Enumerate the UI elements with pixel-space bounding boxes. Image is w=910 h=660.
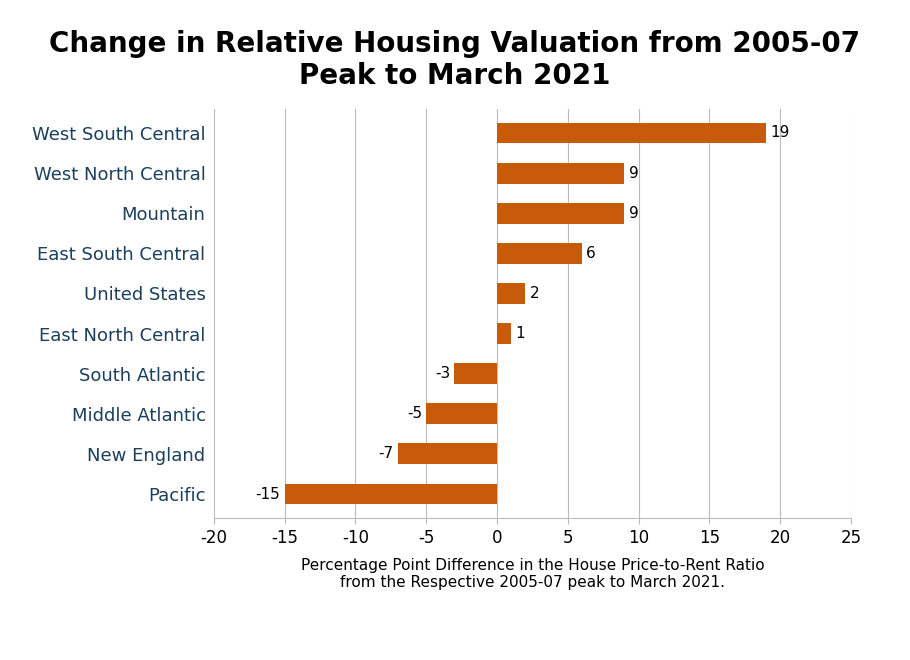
Text: 19: 19 [770,125,790,141]
Bar [454,363,497,384]
X-axis label: Percentage Point Difference in the House Price-to-Rent Ratio
from the Respective: Percentage Point Difference in the House… [300,558,764,590]
Text: Federal Reserve Bank: Federal Reserve Bank [11,636,151,649]
Text: -3: -3 [435,366,450,381]
Bar [497,123,766,143]
Text: 1: 1 [515,326,525,341]
Text: -7: -7 [379,446,394,461]
Text: 2: 2 [530,286,539,301]
Text: 9: 9 [629,206,638,220]
Bar [285,484,497,504]
Bar [497,283,525,304]
Bar [398,444,497,465]
Text: 6: 6 [586,246,596,261]
Bar [497,203,624,224]
Text: of: of [168,636,180,649]
Text: -5: -5 [407,407,422,421]
Text: 9: 9 [629,166,638,181]
Bar [497,323,511,344]
Bar [497,243,581,264]
Text: St. Louis: St. Louis [196,636,248,649]
Bar [497,162,624,183]
Bar [426,403,497,424]
Text: Change in Relative Housing Valuation from 2005-07
Peak to March 2021: Change in Relative Housing Valuation fro… [49,30,861,90]
Text: -15: -15 [256,486,280,502]
